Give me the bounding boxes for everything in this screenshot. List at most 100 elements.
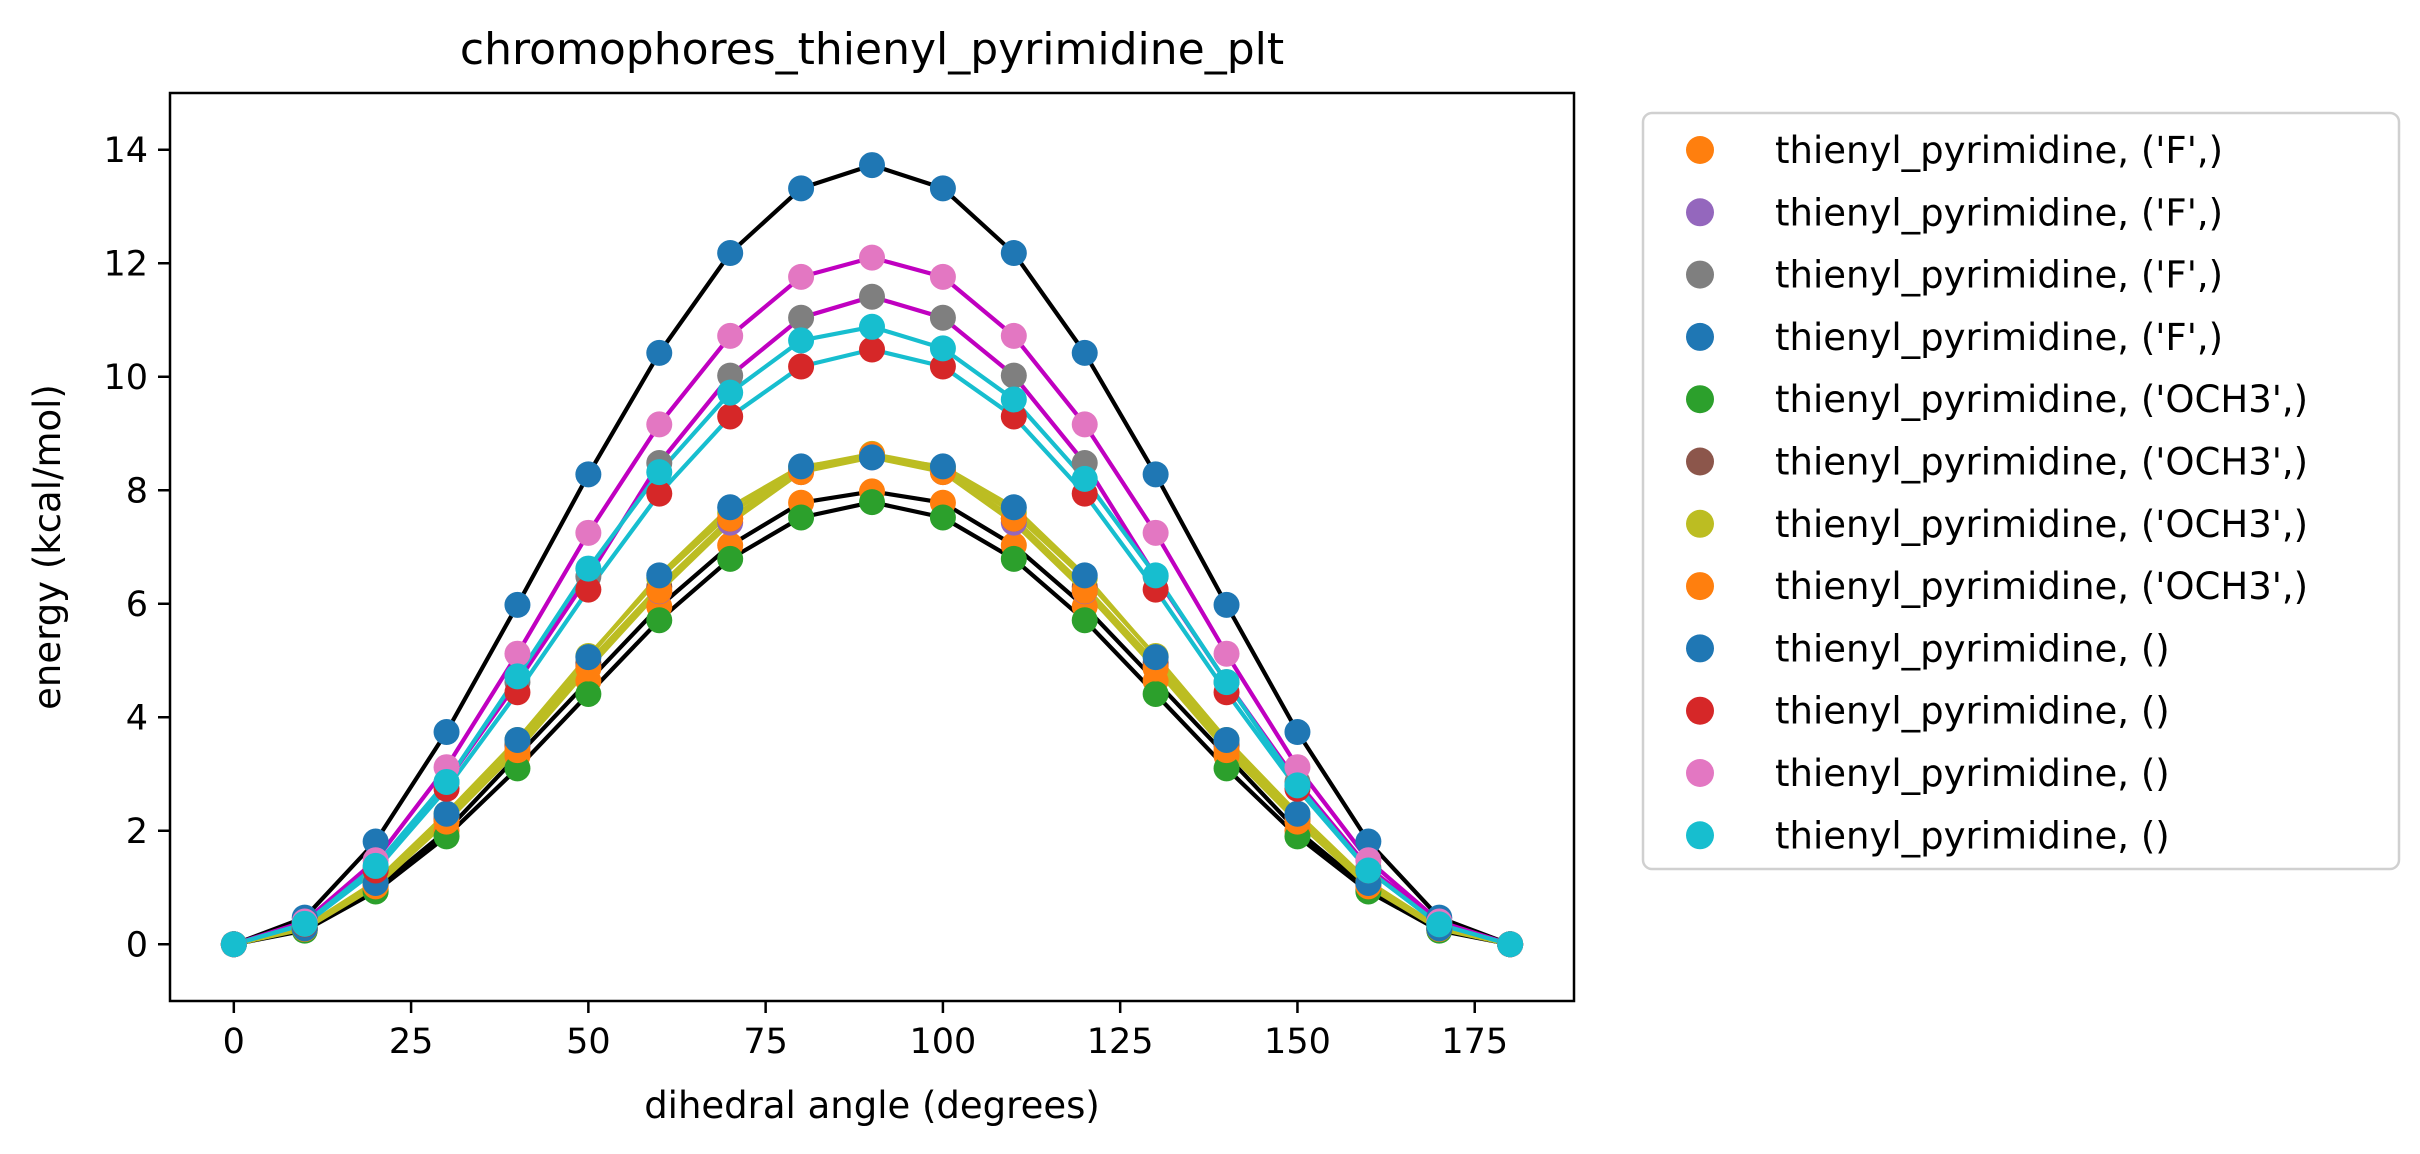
data-point-s4-11 — [1000, 545, 1027, 572]
legend-label: thienyl_pyrimidine, () — [1775, 814, 2170, 857]
data-point-s10-7 — [717, 322, 744, 349]
legend-label: thienyl_pyrimidine, ('OCH3',) — [1775, 565, 2308, 608]
legend-frame — [1641, 111, 2401, 871]
legend-marker — [1686, 821, 1714, 850]
data-point-s8-4 — [504, 726, 531, 753]
data-point-s10-9 — [859, 244, 885, 271]
data-point-s10-11 — [1000, 322, 1027, 349]
data-point-s8-11 — [1000, 494, 1027, 521]
data-point-s11-2 — [362, 852, 389, 879]
data-point-s11-12 — [1071, 465, 1098, 492]
x-tick-label: 150 — [1264, 1022, 1331, 1062]
x-tick-label: 125 — [1087, 1022, 1154, 1062]
data-point-s3-10 — [929, 175, 956, 202]
legend-marker — [1686, 572, 1714, 601]
data-point-s11-8 — [788, 327, 815, 354]
data-point-s2-11 — [1000, 362, 1027, 389]
data-point-s11-4 — [504, 663, 531, 690]
data-point-s8-12 — [1071, 562, 1098, 589]
y-tick-label: 6 — [126, 585, 148, 625]
data-point-s11-17 — [1426, 911, 1453, 938]
legend-items: thienyl_pyrimidine, ('F',) thienyl_pyrimi… — [1686, 129, 2308, 857]
data-point-s10-5 — [575, 519, 602, 546]
data-point-s8-14 — [1213, 726, 1240, 753]
data-point-s3-11 — [1000, 240, 1027, 267]
x-tick-label: 25 — [389, 1022, 434, 1062]
data-point-s11-7 — [717, 379, 744, 406]
data-point-s2-10 — [929, 304, 956, 331]
data-point-s4-9 — [859, 489, 885, 516]
data-point-s4-7 — [717, 545, 744, 572]
legend-label: thienyl_pyrimidine, ('F',) — [1775, 254, 2223, 297]
legend-marker — [1686, 198, 1714, 227]
y-tick-label: 12 — [103, 244, 148, 284]
y-tick-label: 10 — [103, 358, 148, 398]
legend-marker — [1686, 136, 1714, 164]
data-point-s9-10 — [929, 353, 956, 380]
data-point-s3-13 — [1142, 461, 1169, 488]
legend-label: thienyl_pyrimidine, ('F',) — [1775, 316, 2223, 359]
legend-label: thienyl_pyrimidine, () — [1775, 627, 2170, 670]
legend-marker — [1686, 509, 1714, 538]
legend-marker — [1686, 385, 1714, 414]
data-point-s11-11 — [1000, 386, 1027, 413]
x-tick-label: 175 — [1441, 1022, 1508, 1062]
data-point-s4-14 — [1213, 755, 1240, 782]
data-point-s4-5 — [575, 680, 602, 707]
data-point-s9-8 — [788, 353, 815, 380]
legend-label: thienyl_pyrimidine, () — [1775, 752, 2170, 795]
data-point-s11-14 — [1213, 669, 1240, 696]
data-point-s11-3 — [433, 768, 460, 795]
legend: thienyl_pyrimidine, ('F',) thienyl_pyrimi… — [1641, 111, 2401, 871]
data-point-s4-13 — [1142, 680, 1169, 707]
x-tick-label: 0 — [223, 1022, 245, 1062]
data-point-s11-18 — [1497, 931, 1524, 958]
data-point-s11-10 — [929, 335, 956, 362]
data-point-s8-5 — [575, 644, 602, 671]
legend-label: thienyl_pyrimidine, ('OCH3',) — [1775, 441, 2308, 484]
data-point-s9-6 — [646, 480, 673, 507]
data-point-s8-10 — [929, 453, 956, 480]
data-point-s8-15 — [1284, 800, 1311, 827]
data-point-s11-1 — [291, 910, 318, 937]
data-point-s3-9 — [859, 152, 885, 179]
x-tick-label: 75 — [743, 1022, 788, 1062]
data-point-s4-10 — [929, 504, 956, 531]
y-tick-label: 4 — [126, 698, 148, 738]
data-point-s2-8 — [788, 304, 815, 331]
chart-title: chromophores_thienyl_pyrimidine_plt — [460, 24, 1284, 75]
data-point-s10-10 — [929, 263, 956, 290]
data-point-s11-16 — [1355, 857, 1382, 884]
data-point-s8-9 — [859, 444, 885, 471]
y-axis: 0 2 4 6 8 10 12 14 — [103, 131, 170, 965]
legend-label: thienyl_pyrimidine, ('OCH3',) — [1775, 378, 2308, 421]
data-point-s3-5 — [575, 461, 602, 488]
data-point-s4-4 — [504, 755, 531, 782]
legend-marker — [1686, 260, 1714, 289]
plot-frame — [168, 91, 1576, 1003]
data-point-s3-3 — [433, 719, 460, 746]
data-point-s3-15 — [1284, 719, 1311, 746]
legend-marker — [1686, 447, 1714, 476]
x-axis-label: dihedral angle (degrees) — [644, 1084, 1100, 1127]
data-point-s3-12 — [1071, 339, 1098, 366]
data-point-s3-16 — [1355, 828, 1382, 855]
x-tick-label: 100 — [910, 1022, 977, 1062]
data-point-s4-6 — [646, 607, 673, 634]
data-point-s10-8 — [788, 263, 815, 290]
data-point-s3-4 — [504, 591, 531, 618]
legend-label: thienyl_pyrimidine, ('OCH3',) — [1775, 503, 2308, 546]
data-point-s10-14 — [1213, 640, 1240, 667]
data-point-s8-7 — [717, 494, 744, 521]
data-point-s3-8 — [788, 175, 815, 202]
data-point-s4-12 — [1071, 607, 1098, 634]
data-point-s10-13 — [1142, 519, 1169, 546]
data-point-s3-6 — [646, 339, 673, 366]
data-point-s11-15 — [1284, 772, 1311, 799]
data-point-s10-12 — [1071, 411, 1098, 438]
data-point-s10-4 — [504, 640, 531, 667]
data-point-s9-7 — [717, 403, 744, 430]
data-point-s9-5 — [575, 576, 602, 603]
data-point-s11-9 — [859, 313, 885, 340]
